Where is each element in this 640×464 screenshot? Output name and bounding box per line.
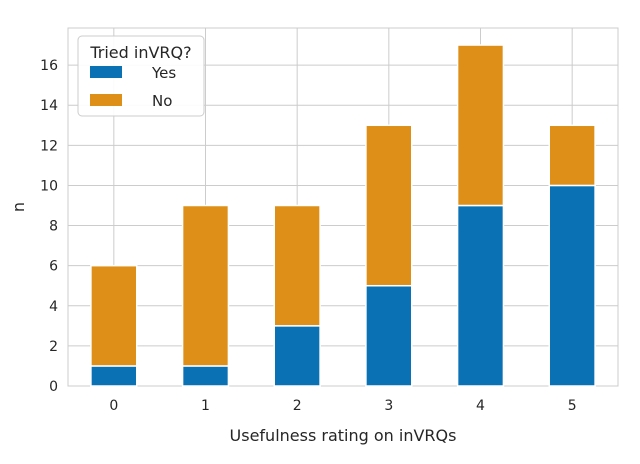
y-tick-label: 4 bbox=[49, 299, 58, 315]
y-tick-label: 12 bbox=[40, 138, 58, 154]
bar-yes-2 bbox=[273, 325, 321, 387]
legend-title: Tried inVRQ? bbox=[89, 43, 191, 62]
y-tick-labels: 0 2 4 6 8 10 12 14 16 bbox=[40, 58, 58, 395]
x-tick-label: 2 bbox=[293, 398, 302, 414]
bar-yes-0 bbox=[90, 365, 138, 387]
y-tick-label: 16 bbox=[40, 58, 58, 74]
x-tick-labels: 0 1 2 3 4 5 bbox=[109, 398, 576, 414]
legend: Tried inVRQ? Yes No bbox=[77, 35, 205, 117]
x-tick-label: 1 bbox=[201, 398, 210, 414]
x-tick-label: 5 bbox=[568, 398, 577, 414]
y-tick-label: 14 bbox=[40, 98, 58, 114]
bar-no-5 bbox=[548, 124, 596, 187]
legend-label-yes: Yes bbox=[151, 64, 176, 82]
y-tick-label: 0 bbox=[49, 379, 58, 395]
x-axis-label: Usefulness rating on inVRQs bbox=[230, 426, 457, 445]
legend-swatch-yes bbox=[90, 66, 122, 78]
y-tick-label: 10 bbox=[40, 178, 58, 194]
bar-yes-4 bbox=[456, 204, 505, 387]
bar-no-4 bbox=[456, 44, 505, 207]
y-tick-label: 8 bbox=[49, 219, 58, 235]
bar-no-1 bbox=[181, 204, 230, 367]
y-axis-label: n bbox=[9, 202, 28, 212]
x-tick-label: 4 bbox=[476, 398, 485, 414]
bar-yes-1 bbox=[181, 365, 230, 387]
bar-no-3 bbox=[365, 124, 413, 287]
legend-swatch-no bbox=[90, 94, 122, 106]
x-tick-label: 0 bbox=[109, 398, 118, 414]
x-tick-label: 3 bbox=[384, 398, 393, 414]
legend-items: Yes No bbox=[90, 64, 176, 110]
bar-no-0 bbox=[90, 264, 138, 367]
bar-yes-3 bbox=[365, 284, 413, 387]
y-tick-label: 2 bbox=[49, 339, 58, 355]
y-tick-label: 6 bbox=[49, 259, 58, 275]
bar-no-2 bbox=[273, 204, 321, 327]
bar-yes-5 bbox=[548, 184, 596, 387]
legend-label-no: No bbox=[152, 92, 172, 110]
bars bbox=[90, 44, 596, 387]
